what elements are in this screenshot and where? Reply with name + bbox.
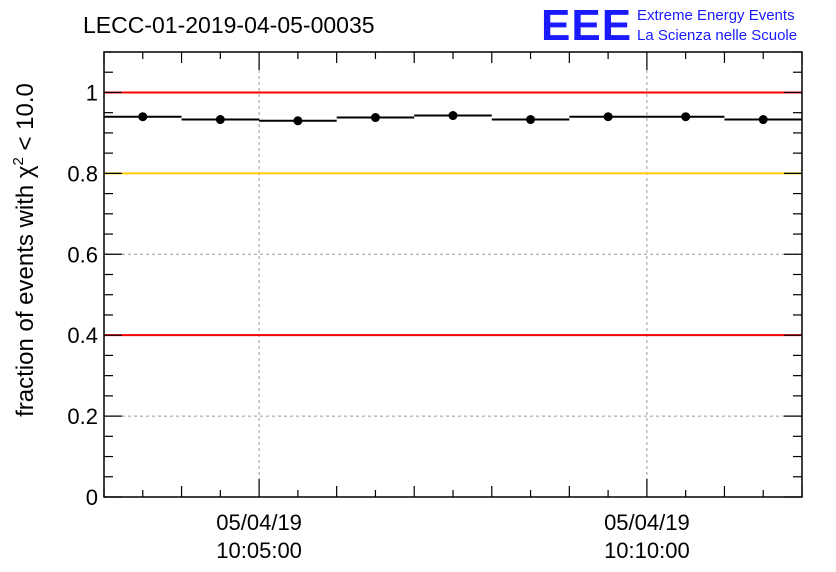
y-tick-label: 1 bbox=[86, 80, 98, 105]
x-tick-time-label: 10:10:00 bbox=[604, 538, 690, 563]
data-point bbox=[603, 112, 613, 122]
data-point bbox=[215, 115, 225, 125]
data-point bbox=[758, 115, 768, 125]
data-point bbox=[370, 113, 380, 123]
logo-line-2: La Scienza nelle Scuole bbox=[637, 27, 797, 44]
data-point bbox=[138, 112, 148, 122]
y-tick-label: 0.6 bbox=[67, 242, 98, 267]
x-tick-date-label: 05/04/19 bbox=[216, 510, 302, 535]
y-axis-title-chi: χ bbox=[12, 165, 39, 178]
data-point bbox=[681, 112, 691, 122]
data-point bbox=[293, 116, 303, 126]
data-point bbox=[526, 115, 536, 125]
eee-logo: EEE Extreme Energy Events La Scienza nel… bbox=[541, 1, 797, 50]
y-tick-label: 0 bbox=[86, 485, 98, 510]
y-axis-title: fraction of events with χ2 < 10.0 bbox=[10, 83, 39, 417]
chart-title: LECC-01-2019-04-05-00035 bbox=[83, 12, 375, 38]
plot-area: 0 0.2 0.4 0.6 0.8 1 05/04/19 10:05:00 05/04/19 10… bbox=[67, 51, 803, 563]
data-point bbox=[448, 111, 458, 121]
logo-mark: EEE bbox=[541, 1, 632, 50]
logo-line-1: Extreme Energy Events bbox=[637, 7, 795, 24]
y-tick-label: 0.8 bbox=[67, 161, 98, 186]
x-tick-date-label: 05/04/19 bbox=[604, 510, 690, 535]
y-tick-label: 0.4 bbox=[67, 323, 98, 348]
y-axis-title-sup: 2 bbox=[10, 157, 27, 165]
x-tick-time-label: 10:05:00 bbox=[216, 538, 302, 563]
y-tick-label: 0.2 bbox=[67, 404, 98, 429]
